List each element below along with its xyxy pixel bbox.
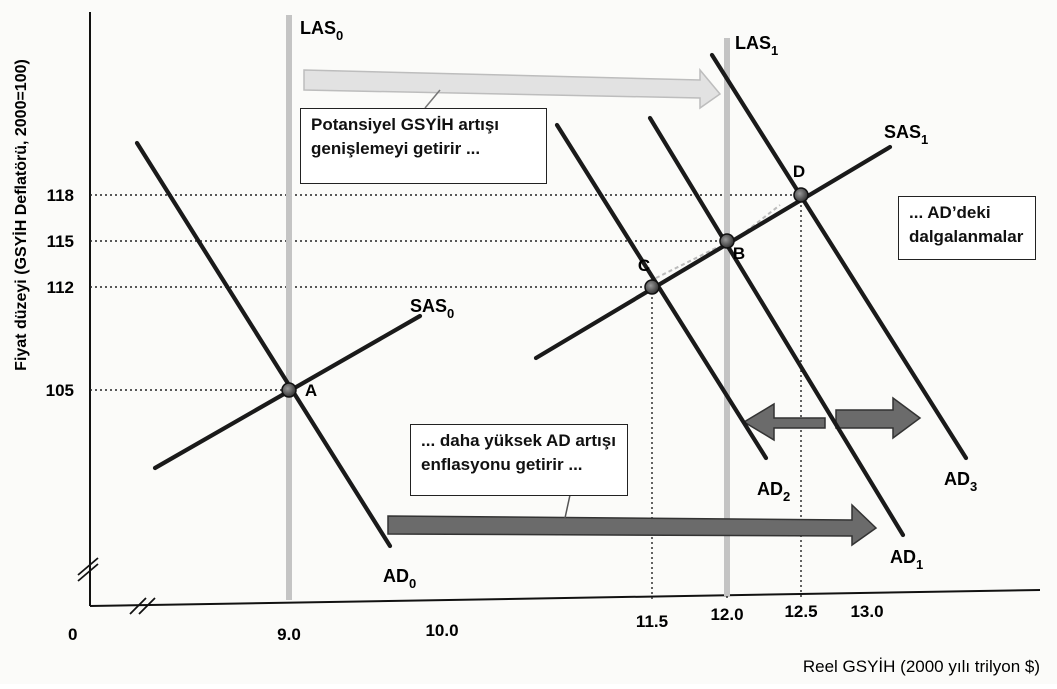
fluctuation-right-arrow — [835, 396, 922, 440]
annotation-potential-line-1: Potansiyel GSYİH artışı — [311, 115, 500, 134]
y-tick-label: 115 — [47, 232, 74, 251]
y-tick-label: 112 — [47, 278, 74, 297]
ad2-curve — [554, 122, 769, 461]
label-sas0: SAS0 — [410, 296, 454, 321]
ad1-curve — [647, 115, 906, 538]
x-tick-label: 9.0 — [277, 625, 301, 644]
x-tick-label: 12.0 — [710, 605, 743, 624]
y-tick-label: 105 — [46, 381, 74, 400]
ad0-curve — [134, 140, 393, 549]
label-sas1: SAS1 — [884, 122, 928, 147]
y-tick-label: 118 — [47, 186, 74, 205]
x-tick-label: 10.0 — [425, 621, 458, 640]
point-label-A: A — [305, 381, 317, 400]
arrows — [303, 67, 922, 547]
ad3-curve — [709, 52, 969, 461]
x-tick-label: 13.0 — [850, 602, 883, 621]
point-label-B: B — [733, 244, 745, 263]
equilibrium-points: A B C D — [281, 162, 809, 400]
ad-shift-arrow — [387, 503, 878, 547]
label-ad3: AD3 — [944, 469, 977, 494]
curves — [134, 52, 969, 549]
point-label-C: C — [638, 256, 650, 275]
curve-labels: LAS0 LAS1 SAS0 SAS1 AD0 AD1 AD2 AD3 — [300, 18, 977, 591]
axis-ticks: 9.0 10.0 11.5 12.0 12.5 13.0 105 112 115 118 — [46, 186, 884, 644]
label-ad2: AD2 — [757, 479, 790, 504]
annotation-fluctuations-line-1: ... AD’deki — [909, 203, 991, 222]
point-label-D: D — [793, 162, 805, 181]
point-C — [644, 279, 660, 295]
x-tick-label: 12.5 — [784, 602, 817, 621]
potential-shift-arrow — [303, 67, 722, 110]
label-ad0: AD0 — [383, 566, 416, 591]
x-axis-label: Reel GSYİH (2000 yılı trilyon $) — [803, 657, 1040, 676]
guide-lines — [90, 194, 802, 600]
annotation-ad-increase: ... daha yüksek AD artışı enflasyonu get… — [410, 424, 628, 496]
inflation-arrow-connector — [564, 494, 571, 519]
annotation-fluctuations-line-2: dalgalanmalar — [909, 227, 1024, 246]
fluctuation-left-arrow — [742, 402, 826, 442]
sas1-curve — [533, 144, 893, 361]
y-axis-break — [77, 557, 99, 582]
x-axis-break — [129, 597, 156, 615]
label-las1: LAS1 — [735, 33, 778, 58]
potential-arrow-connector — [424, 89, 441, 109]
label-las0: LAS0 — [300, 18, 343, 43]
annotation-inflation-line-2: enflasyonu getirir ... — [421, 455, 583, 474]
x-tick-label: 11.5 — [636, 612, 668, 631]
las-curves — [286, 15, 730, 600]
point-D — [793, 187, 809, 203]
annotation-potential-gdp: Potansiyel GSYİH artışı genişlemeyi geti… — [300, 108, 547, 184]
c-to-b-arrow — [655, 247, 717, 279]
annotation-potential-line-2: genişlemeyi getirir ... — [311, 139, 481, 158]
x-axis-line — [89, 589, 1041, 607]
label-ad1: AD1 — [890, 547, 923, 572]
point-A — [281, 382, 297, 398]
point-B — [719, 233, 735, 249]
annotation-inflation-line-1: ... daha yüksek AD artışı — [421, 431, 616, 450]
annotation-ad-fluctuations: ... AD’deki dalgalanmalar — [898, 196, 1036, 260]
y-axis-label: Fiyat düzeyi (GSYİH Deflatörü, 2000=100) — [12, 59, 30, 371]
origin-label: 0 — [68, 625, 77, 644]
